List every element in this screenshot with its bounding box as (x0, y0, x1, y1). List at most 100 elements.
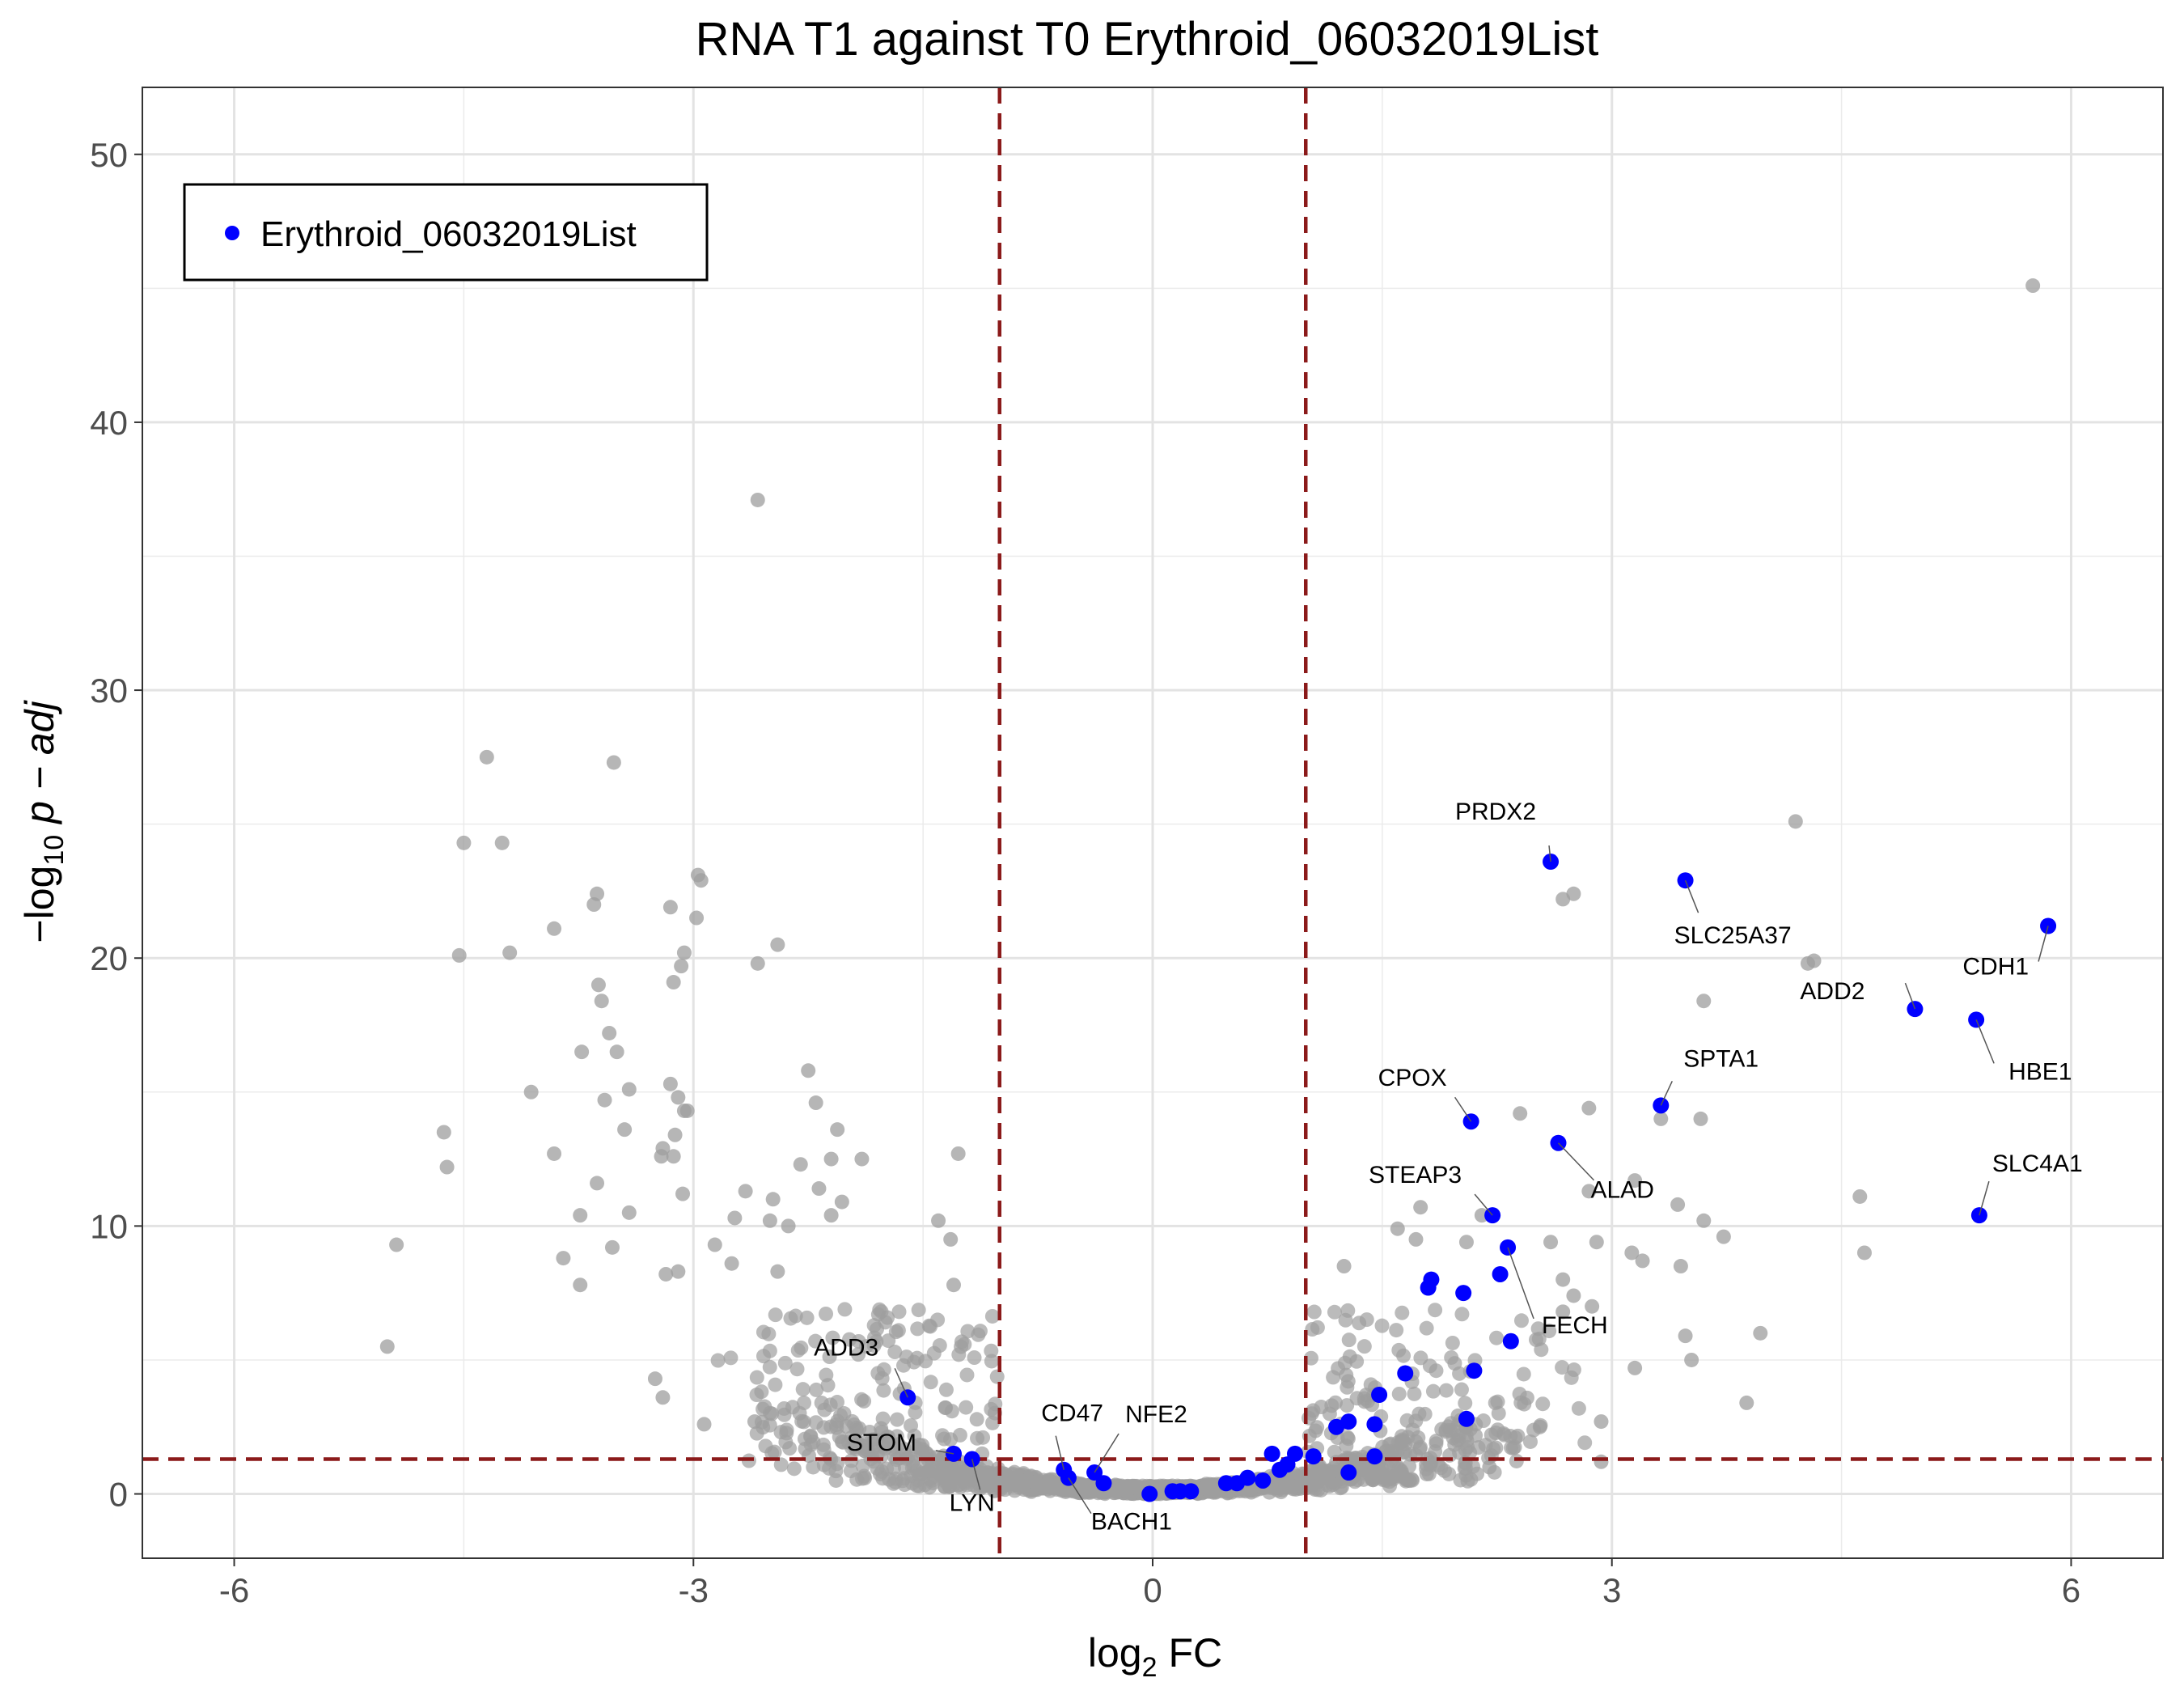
background-gene-point (523, 1084, 539, 1099)
background-gene-point (1522, 1434, 1538, 1449)
label-leader-line (1557, 1142, 1595, 1181)
background-gene-point (2025, 278, 2041, 294)
background-gene-point (1488, 1440, 1504, 1455)
background-gene-point (768, 1307, 783, 1323)
background-gene-point (689, 910, 705, 926)
background-gene-point (1513, 1313, 1529, 1328)
background-gene-point (876, 1383, 891, 1398)
background-gene-point (917, 1477, 933, 1493)
background-gene-point (1340, 1398, 1355, 1413)
background-gene-point (1336, 1259, 1352, 1274)
background-gene-point (809, 1382, 824, 1397)
background-gene-point (617, 1122, 633, 1138)
background-gene-point (1327, 1395, 1343, 1410)
list-gene-point (1420, 1279, 1437, 1296)
background-gene-point (1428, 1303, 1443, 1318)
background-gene-point (891, 1323, 906, 1338)
legend-label: Erythroid_06032019List (260, 214, 637, 254)
gene-label: STEAP3 (1369, 1162, 1462, 1188)
background-gene-point (1305, 1322, 1320, 1337)
background-gene-point (799, 1310, 815, 1325)
background-gene-point (1589, 1235, 1604, 1250)
background-gene-point (887, 1345, 903, 1360)
background-gene-point (1454, 1382, 1469, 1397)
gene-labels: PRDX2 SLC25A37 CDH1 ADD2 HBE1 SPTA1 CPOX ALAD ST… (814, 799, 2082, 1536)
background-gene-point (451, 947, 467, 963)
list-gene-point (1366, 1448, 1383, 1465)
background-gene-point (931, 1213, 946, 1228)
background-gene-point (1316, 1465, 1331, 1481)
background-gene-point (621, 1205, 637, 1220)
background-gene-point (1339, 1438, 1354, 1454)
background-gene-point (1678, 1328, 1693, 1344)
background-gene-point (762, 1213, 777, 1228)
axes: -6 -3 0 3 6 0 10 20 30 40 50 (90, 136, 2080, 1609)
background-gene-point (886, 1460, 901, 1476)
background-gene-point (1408, 1413, 1424, 1429)
background-gene-point (1571, 1400, 1586, 1416)
background-gene-point (796, 1414, 811, 1430)
background-gene-point (1262, 1485, 1277, 1500)
background-gene-point (834, 1194, 849, 1210)
background-gene-point (662, 1076, 678, 1091)
background-gene-point (1516, 1366, 1531, 1382)
background-gene-point (667, 1127, 683, 1142)
background-gene-point (1019, 1474, 1035, 1489)
x-tick-label: 0 (1143, 1571, 1162, 1609)
background-gene-point (773, 1457, 789, 1472)
background-gene-point (1693, 1111, 1708, 1126)
background-gene-point (1684, 1352, 1699, 1367)
background-gene-point (761, 1326, 777, 1341)
background-gene-point (666, 1149, 681, 1164)
background-gene-point (693, 873, 709, 888)
gene-label: ALAD (1590, 1177, 1653, 1204)
background-gene-point (573, 1277, 588, 1293)
background-gene-point (862, 1424, 878, 1439)
background-gene-point (866, 1454, 882, 1469)
background-gene-point (750, 492, 765, 507)
background-gene-point (1339, 1367, 1354, 1383)
gene-label: ADD3 (814, 1334, 878, 1361)
background-gene-point (984, 1354, 999, 1369)
background-gene-point (1407, 1386, 1422, 1401)
list-gene-point (1141, 1485, 1158, 1502)
gene-label: BACH1 (1091, 1509, 1172, 1536)
label-leader-line (1454, 1096, 1472, 1122)
background-gene-point (935, 1428, 950, 1443)
background-gene-point (671, 1264, 686, 1279)
background-gene-point (1471, 1440, 1486, 1455)
background-gene-point (436, 1125, 451, 1140)
gene-label: CD47 (1041, 1400, 1103, 1427)
gene-label: PRDX2 (1455, 799, 1536, 825)
background-gene-point (1431, 1457, 1446, 1472)
background-gene-point (749, 1370, 764, 1385)
label-leader-line (1474, 1193, 1493, 1216)
background-gene-point (573, 1208, 588, 1223)
background-gene-point (479, 749, 494, 765)
background-gene-point (1458, 1396, 1473, 1411)
gene-label: SLC4A1 (1992, 1150, 2083, 1177)
background-gene-point (1753, 1325, 1768, 1341)
background-gene-point (676, 1103, 692, 1118)
background-gene-point (822, 1349, 837, 1365)
background-gene-point (655, 1390, 671, 1405)
background-gene-point (586, 897, 602, 912)
background-gene-point (786, 1461, 802, 1477)
background-gene-point (1337, 1355, 1352, 1371)
background-gene-point (1360, 1393, 1375, 1409)
background-gene-point (857, 1393, 872, 1409)
background-gene-point (946, 1277, 961, 1293)
list-gene-point (1305, 1448, 1322, 1465)
background-gene-point (1391, 1386, 1407, 1401)
background-gene-point (842, 1332, 857, 1347)
background-gene-point (984, 1343, 999, 1358)
background-gene-point (938, 1400, 953, 1415)
background-gene-point (389, 1237, 404, 1252)
background-gene-point (1333, 1481, 1348, 1496)
x-tick-label: -6 (219, 1571, 249, 1609)
background-gene-point (829, 1420, 844, 1435)
background-gene-point (1390, 1221, 1405, 1236)
label-leader-line (1548, 845, 1551, 862)
background-gene-point (707, 1237, 722, 1252)
list-gene-point (1366, 1416, 1383, 1433)
